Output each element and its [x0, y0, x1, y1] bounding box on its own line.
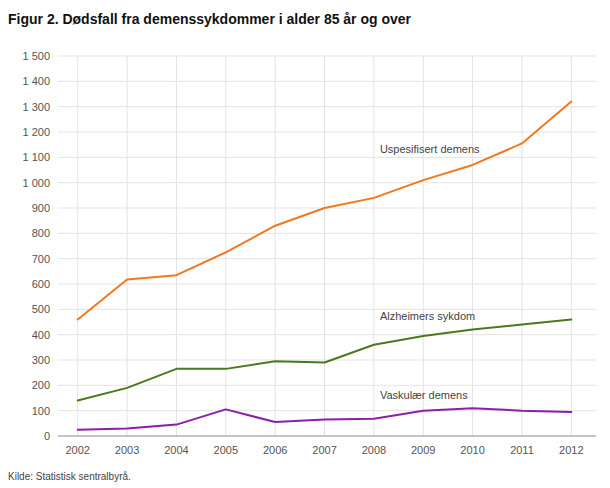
grid-line-x: [423, 56, 424, 436]
y-tick-label: 1 500: [22, 50, 50, 62]
y-tick-label: 500: [32, 303, 50, 315]
title: Figur 2. Dødsfall fra demenssykdommer i …: [8, 11, 412, 27]
grid-line-y: [58, 334, 596, 335]
grid-line-x: [373, 56, 374, 436]
y-tick-label: 300: [32, 354, 50, 366]
y-tick-label: 700: [32, 253, 50, 265]
grid-line-y: [58, 436, 596, 437]
x-tick-label: 2003: [115, 444, 139, 456]
grid-line-x: [521, 56, 522, 436]
grid-line-x: [324, 56, 325, 436]
y-tick-label: 0: [44, 430, 50, 442]
x-tick-label: 2008: [362, 444, 386, 456]
series-label: Alzheimers sykdom: [380, 310, 475, 322]
series-line: [78, 408, 572, 430]
y-tick-label: 900: [32, 202, 50, 214]
x-tick-label: 2011: [510, 444, 534, 456]
x-tick-label: 2004: [164, 444, 188, 456]
grid-line-x: [77, 56, 78, 436]
y-tick-label: 400: [32, 329, 50, 341]
grid-line-y: [58, 81, 596, 82]
y-tick-label: 100: [32, 405, 50, 417]
series-label: Vaskulær demens: [380, 389, 468, 401]
x-tick-label: 2006: [263, 444, 287, 456]
y-tick-label: 800: [32, 227, 50, 239]
grid-line-y: [58, 106, 596, 107]
grid-line-y: [58, 233, 596, 234]
y-tick-label: 1 400: [22, 75, 50, 87]
series-line: [78, 102, 572, 320]
x-tick-label: 2010: [460, 444, 484, 456]
grid-line-x: [275, 56, 276, 436]
source: Kilde: Statistisk sentralbyrå.: [8, 471, 131, 482]
grid-line-x: [571, 56, 572, 436]
series-label: Uspesifisert demens: [380, 143, 480, 155]
x-tick-label: 2002: [66, 444, 90, 456]
grid-line-y: [58, 182, 596, 183]
grid-line-y: [58, 258, 596, 259]
series-line: [78, 319, 572, 400]
x-tick-label: 2005: [214, 444, 238, 456]
grid-line-x: [176, 56, 177, 436]
grid-line-y: [58, 56, 596, 57]
grid-line-y: [58, 284, 596, 285]
grid-line-y: [58, 132, 596, 133]
x-axis-line: [58, 436, 596, 437]
x-tick-label: 2007: [312, 444, 336, 456]
y-tick-label: 1 000: [22, 177, 50, 189]
chart: 0 100 200 300 400 500 600 700 800 900 1 000 1 100 1 …: [0, 0, 610, 488]
grid-line-y: [58, 309, 596, 310]
y-tick-label: 200: [32, 379, 50, 391]
x-tick-label: 2009: [411, 444, 435, 456]
grid: [58, 56, 596, 436]
grid-line-x: [225, 56, 226, 436]
grid-line-x: [472, 56, 473, 436]
grid-line-y: [58, 157, 596, 158]
series-labels: Uspesifisert demens Alzheimers sykdom Vask…: [380, 143, 480, 401]
y-tick-label: 600: [32, 278, 50, 290]
y-tick-label: 1 300: [22, 101, 50, 113]
grid-line-x: [127, 56, 128, 436]
series-lines: [78, 102, 572, 430]
tick-labels: 0 100 200 300 400 500 600 700 800 900 1 000 1 100 1 …: [22, 50, 583, 456]
y-tick-label: 1 100: [22, 151, 50, 163]
y-tick-label: 1 200: [22, 126, 50, 138]
grid-line-y: [58, 385, 596, 386]
x-tick-label: 2012: [559, 444, 583, 456]
grid-line-y: [58, 360, 596, 361]
